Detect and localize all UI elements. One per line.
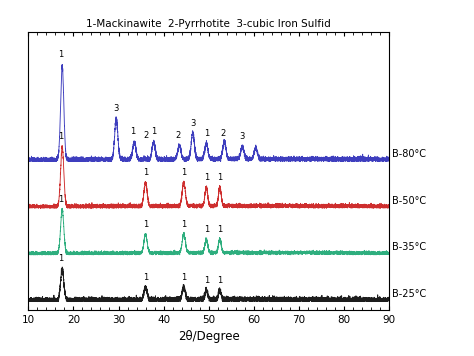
Text: B-50°C: B-50°C — [392, 195, 427, 205]
Text: 3: 3 — [190, 119, 195, 127]
Text: 1: 1 — [143, 220, 148, 229]
Text: 2: 2 — [143, 131, 148, 140]
Text: 1: 1 — [143, 168, 148, 177]
Text: 1: 1 — [58, 132, 64, 141]
Text: 1: 1 — [143, 273, 148, 282]
Text: B-35°C: B-35°C — [392, 242, 427, 252]
Text: 1: 1 — [204, 276, 209, 285]
Text: 1: 1 — [151, 127, 156, 136]
Text: 1: 1 — [181, 273, 186, 282]
X-axis label: 2θ/Degree: 2θ/Degree — [178, 330, 239, 343]
Text: 1: 1 — [181, 168, 186, 177]
Text: 1: 1 — [217, 225, 222, 234]
Text: B-80°C: B-80°C — [392, 149, 426, 159]
Text: 1: 1 — [58, 254, 64, 263]
Text: 1: 1 — [204, 129, 209, 138]
Text: 2: 2 — [221, 129, 226, 138]
Text: 1-Mackinawite  2-Pyrrhotite  3-cubic Iron Sulfid: 1-Mackinawite 2-Pyrrhotite 3-cubic Iron … — [86, 19, 331, 29]
Text: 1: 1 — [204, 225, 209, 234]
Text: 3: 3 — [240, 132, 245, 141]
Text: 1: 1 — [217, 173, 222, 182]
Text: 1: 1 — [130, 127, 136, 136]
Text: 1: 1 — [58, 50, 64, 59]
Text: B-25°C: B-25°C — [392, 289, 427, 299]
Text: 3: 3 — [114, 104, 119, 113]
Text: 1: 1 — [204, 173, 209, 182]
Text: 1: 1 — [181, 220, 186, 229]
Text: 2: 2 — [175, 131, 181, 140]
Text: 1: 1 — [58, 195, 64, 204]
Text: 1: 1 — [217, 276, 222, 285]
